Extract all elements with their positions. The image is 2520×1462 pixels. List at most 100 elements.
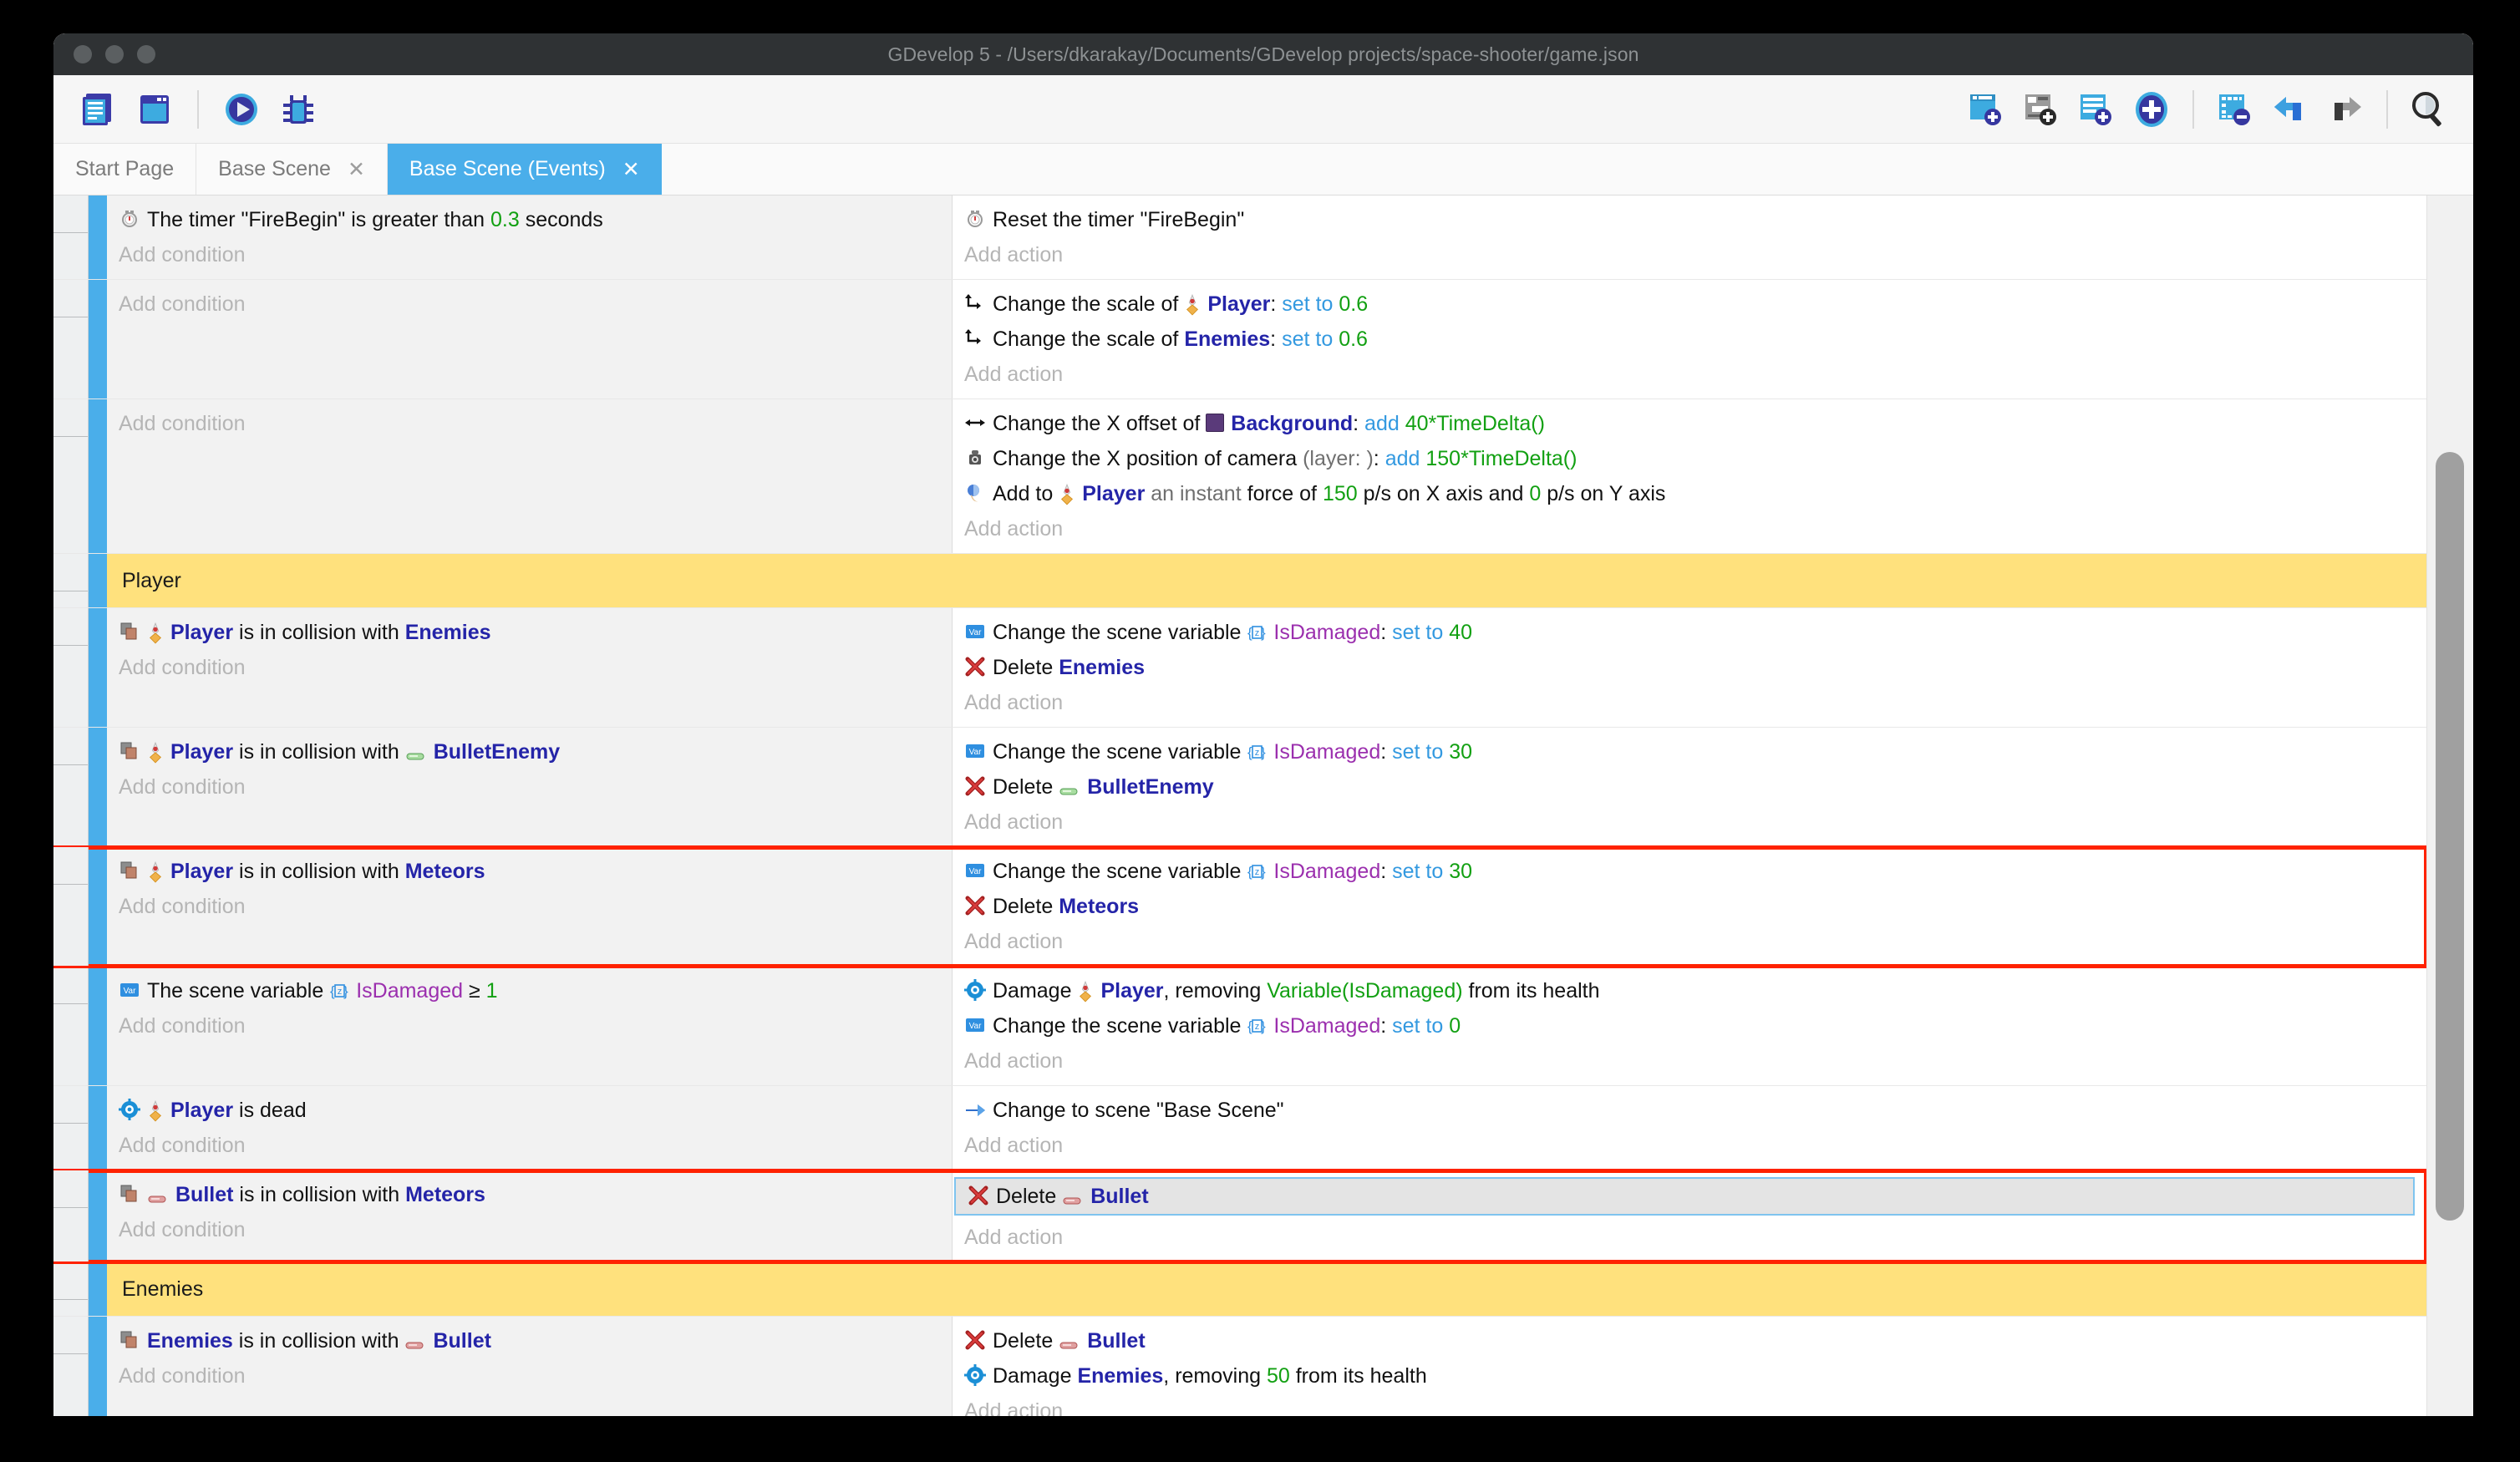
add-external-events-icon[interactable] xyxy=(2070,84,2122,135)
action-line[interactable]: Change the X position of camera (layer: … xyxy=(953,441,2426,476)
add-action-link[interactable]: Add action xyxy=(964,1399,1064,1416)
actions-column[interactable]: Change the scale of Player: set to 0.6 Ch… xyxy=(953,280,2426,398)
actions-column[interactable]: Change to scene "Base Scene" Add action xyxy=(953,1086,2426,1170)
actions-column[interactable]: Reset the timer "FireBegin" Add action xyxy=(953,195,2426,279)
event-gutter[interactable] xyxy=(53,847,89,966)
event-gutter[interactable] xyxy=(53,280,89,398)
condition-line[interactable]: The timer "FireBegin" is greater than 0.… xyxy=(107,202,952,237)
action-line[interactable]: Damage Enemies, removing 50 from its hea… xyxy=(953,1358,2426,1393)
add-action-link[interactable]: Add action xyxy=(964,1134,1064,1157)
conditions-column[interactable]: Player is in collision with Meteors Add c… xyxy=(107,847,953,966)
action-line[interactable]: Add to Player an instant force of 150 p/… xyxy=(953,476,2426,511)
event-gutter[interactable] xyxy=(53,1262,89,1316)
conditions-column[interactable]: Player is in collision with Enemies Add c… xyxy=(107,608,953,727)
condition-line[interactable]: Bullet is in collision with Meteors xyxy=(107,1177,952,1212)
condition-line[interactable]: Player is dead xyxy=(107,1093,952,1128)
search-icon[interactable] xyxy=(2403,84,2455,135)
event-row[interactable]: Player is in collision with Enemies Add c… xyxy=(53,608,2426,728)
actions-column[interactable]: Var Change the scene variable {z} IsDamage… xyxy=(953,608,2426,727)
action-line[interactable]: Damage Player, removing Variable(IsDamag… xyxy=(953,973,2426,1008)
event-row[interactable]: Var The scene variable {z} IsDamaged ≥ 1 Ad… xyxy=(53,967,2426,1086)
action-line[interactable]: Var Change the scene variable {z} IsDamage… xyxy=(953,615,2426,650)
add-action-link[interactable]: Add action xyxy=(964,517,1064,541)
actions-column[interactable]: Delete Bullet Add action xyxy=(953,1170,2426,1261)
add-condition-link[interactable]: Add condition xyxy=(119,775,246,799)
event-row[interactable]: Add condition Change the scale of Player:… xyxy=(53,280,2426,399)
event-gutter[interactable] xyxy=(53,728,89,846)
editor-tabs[interactable]: Start Page Base Scene ✕ Base Scene (Events)… xyxy=(53,144,2473,195)
add-condition-link[interactable]: Add condition xyxy=(119,292,246,316)
action-line[interactable]: Delete Enemies xyxy=(953,650,2426,685)
add-condition-link[interactable]: Add condition xyxy=(119,656,246,679)
actions-column[interactable]: Var Change the scene variable {z} IsDamage… xyxy=(953,847,2426,966)
undo-icon[interactable] xyxy=(2264,84,2316,135)
action-line[interactable]: Var Change the scene variable {z} IsDamage… xyxy=(953,1008,2426,1043)
add-condition-link[interactable]: Add condition xyxy=(119,243,246,267)
add-action-link[interactable]: Add action xyxy=(964,691,1064,714)
add-condition-link[interactable]: Add condition xyxy=(119,1134,246,1157)
action-line[interactable]: Delete Meteors xyxy=(953,889,2426,924)
event-gutter[interactable] xyxy=(53,1086,89,1170)
action-line[interactable]: Delete Bullet xyxy=(953,1323,2426,1358)
vertical-scrollbar[interactable] xyxy=(2426,195,2473,1416)
preview-play-icon[interactable] xyxy=(216,84,267,135)
actions-column[interactable]: Delete Bullet Damage Enemies, removing 50… xyxy=(953,1317,2426,1416)
action-line[interactable]: Change the X offset of Background: add 4… xyxy=(953,406,2426,441)
event-gutter[interactable] xyxy=(53,554,89,607)
actions-column[interactable]: Var Change the scene variable {z} IsDamage… xyxy=(953,728,2426,846)
conditions-column[interactable]: Player is in collision with BulletEnemy A… xyxy=(107,728,953,846)
add-condition-link[interactable]: Add condition xyxy=(119,412,246,435)
close-window-button[interactable] xyxy=(74,45,92,63)
add-event-icon[interactable] xyxy=(2126,84,2177,135)
event-gutter[interactable] xyxy=(53,967,89,1085)
action-line[interactable]: Change the scale of Enemies: set to 0.6 xyxy=(953,322,2426,357)
conditions-column[interactable]: Add condition xyxy=(107,399,953,553)
condition-line[interactable]: Player is in collision with Meteors xyxy=(107,854,952,889)
conditions-column[interactable]: Add condition xyxy=(107,280,953,398)
action-line[interactable]: Delete BulletEnemy xyxy=(953,769,2426,805)
event-row[interactable]: Add condition Change the X offset of Back… xyxy=(53,399,2426,554)
add-action-link[interactable]: Add action xyxy=(964,1049,1064,1073)
conditions-column[interactable]: Var The scene variable {z} IsDamaged ≥ 1 Ad… xyxy=(107,967,953,1085)
event-gutter[interactable] xyxy=(53,608,89,727)
add-action-link[interactable]: Add action xyxy=(964,363,1064,386)
condition-line[interactable]: Player is in collision with BulletEnemy xyxy=(107,734,952,769)
zoom-window-button[interactable] xyxy=(137,45,155,63)
tab-base-scene-events[interactable]: Base Scene (Events) ✕ xyxy=(387,144,662,195)
event-group-row[interactable]: Player xyxy=(53,554,2426,608)
condition-line[interactable]: Var The scene variable {z} IsDamaged ≥ 1 xyxy=(107,973,952,1008)
delete-selection-icon[interactable] xyxy=(2209,84,2261,135)
add-action-link[interactable]: Add action xyxy=(964,810,1064,834)
add-condition-link[interactable]: Add condition xyxy=(119,1014,246,1038)
event-row[interactable]: Bullet is in collision with Meteors Add c… xyxy=(53,1169,2426,1264)
add-condition-link[interactable]: Add condition xyxy=(119,895,246,918)
scrollbar-thumb[interactable] xyxy=(2436,451,2464,1221)
action-line[interactable]: Var Change the scene variable {z} IsDamage… xyxy=(953,734,2426,769)
action-line[interactable]: Change to scene "Base Scene" xyxy=(953,1093,2426,1128)
actions-column[interactable]: Change the X offset of Background: add 4… xyxy=(953,399,2426,553)
conditions-column[interactable]: Bullet is in collision with Meteors Add c… xyxy=(107,1170,953,1261)
debug-icon[interactable] xyxy=(272,84,324,135)
add-condition-link[interactable]: Add condition xyxy=(119,1364,246,1388)
open-scene-editor-icon[interactable] xyxy=(129,84,180,135)
tab-close-icon[interactable]: ✕ xyxy=(347,157,365,181)
actions-column[interactable]: Damage Player, removing Variable(IsDamag… xyxy=(953,967,2426,1085)
action-line[interactable]: Var Change the scene variable {z} IsDamage… xyxy=(953,854,2426,889)
condition-line[interactable]: Enemies is in collision with Bullet xyxy=(107,1323,952,1358)
event-gutter[interactable] xyxy=(53,1317,89,1416)
action-line[interactable]: Delete Bullet xyxy=(954,1177,2415,1216)
conditions-column[interactable]: Player is dead Add condition xyxy=(107,1086,953,1170)
event-group-row[interactable]: Enemies xyxy=(53,1262,2426,1317)
event-gutter[interactable] xyxy=(53,1170,89,1261)
open-project-manager-icon[interactable] xyxy=(72,84,124,135)
add-action-link[interactable]: Add action xyxy=(964,1226,1064,1249)
action-line[interactable]: Reset the timer "FireBegin" xyxy=(953,202,2426,237)
window-controls[interactable] xyxy=(74,45,155,63)
add-action-link[interactable]: Add action xyxy=(964,243,1064,267)
tab-base-scene[interactable]: Base Scene ✕ xyxy=(196,144,388,195)
condition-line[interactable]: Player is in collision with Enemies xyxy=(107,615,952,650)
add-action-link[interactable]: Add action xyxy=(964,930,1064,953)
conditions-column[interactable]: Enemies is in collision with Bullet Add c… xyxy=(107,1317,953,1416)
add-external-layout-icon[interactable] xyxy=(2015,84,2067,135)
minimize-window-button[interactable] xyxy=(105,45,124,63)
